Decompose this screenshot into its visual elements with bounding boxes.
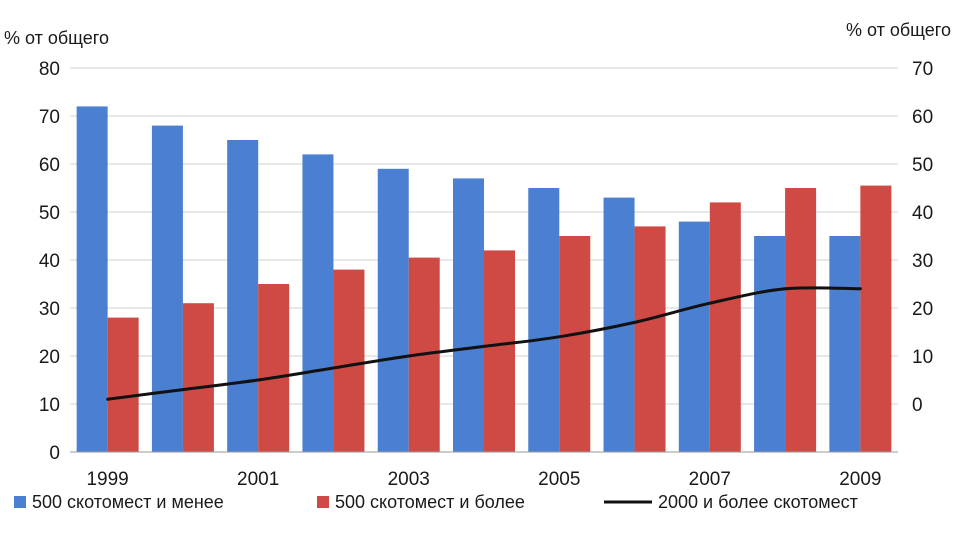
bar-small-1999 bbox=[76, 106, 108, 453]
line-layer bbox=[106, 286, 862, 401]
legend-item-large-farms-swatch bbox=[317, 496, 329, 508]
x-tick-2003: 2003 bbox=[388, 469, 430, 490]
legend-item-large-farms-label: 500 скотомест и более bbox=[335, 492, 525, 512]
bar-large-2004 bbox=[484, 250, 515, 452]
line-point-2008 bbox=[783, 287, 787, 291]
line-point-2006 bbox=[633, 320, 637, 324]
y-tick-left-30: 30 bbox=[39, 299, 60, 320]
y-tick-right-0: 0 bbox=[912, 395, 923, 416]
bar-large-2008 bbox=[785, 188, 817, 452]
y-tick-left-20: 20 bbox=[39, 347, 60, 368]
x-tick-1999: 1999 bbox=[86, 469, 128, 490]
line-point-2004 bbox=[482, 344, 486, 348]
y-tick-right-20: 20 bbox=[912, 299, 933, 320]
y-axis-title-left: % от общего bbox=[4, 28, 109, 48]
y-tick-right-30: 30 bbox=[912, 251, 933, 272]
y-tick-right-60: 60 bbox=[912, 107, 933, 128]
x-tick-2007: 2007 bbox=[689, 469, 731, 490]
line-point-2001 bbox=[256, 378, 260, 382]
bar-small-2007 bbox=[678, 221, 710, 452]
y-tick-left-70: 70 bbox=[39, 107, 60, 128]
bar-large-2006 bbox=[634, 226, 666, 452]
y-tick-left-60: 60 bbox=[39, 155, 60, 176]
bar-small-2000 bbox=[151, 125, 183, 452]
legend-item-2000-plus: 2000 и более скотомест bbox=[604, 492, 858, 512]
x-tick-2005: 2005 bbox=[538, 469, 580, 490]
bar-small-2008 bbox=[754, 236, 786, 452]
line-point-2005 bbox=[557, 335, 561, 339]
bar-small-2005 bbox=[528, 188, 560, 452]
bars-layer bbox=[76, 106, 892, 453]
x-tick-2001: 2001 bbox=[237, 469, 279, 490]
bar-small-2009 bbox=[829, 236, 861, 452]
line-point-2000 bbox=[181, 388, 185, 392]
y-tick-left-40: 40 bbox=[39, 251, 60, 272]
bar-large-2005 bbox=[559, 236, 591, 452]
legend-item-large-farms: 500 скотомест и более bbox=[317, 492, 525, 512]
legend-item-2000-plus-label: 2000 и более скотомест bbox=[658, 492, 858, 512]
axis-layer: 0 10 20 30 40 50 60 70 80 0 10 20 30 40 50 60 70 1999 2001… bbox=[39, 59, 933, 490]
line-point-1999 bbox=[106, 397, 110, 401]
bar-large-1999 bbox=[107, 317, 139, 452]
legend-item-small-farms: 500 скотомест и менее bbox=[14, 492, 224, 512]
legend-item-small-farms-label: 500 скотомест и менее bbox=[32, 492, 224, 512]
bar-large-2001 bbox=[258, 284, 290, 452]
bar-small-2002 bbox=[302, 154, 334, 452]
y-tick-left-50: 50 bbox=[39, 203, 60, 224]
bar-small-2001 bbox=[227, 140, 259, 452]
y-axis-title-right: % от общего bbox=[846, 20, 951, 40]
y-tick-left-0: 0 bbox=[49, 443, 60, 464]
legend-item-small-farms-swatch bbox=[14, 496, 26, 508]
y-tick-right-50: 50 bbox=[912, 155, 933, 176]
bar-large-2000 bbox=[182, 303, 214, 452]
y-tick-left-10: 10 bbox=[39, 395, 60, 416]
bar-small-2004 bbox=[453, 178, 484, 452]
line-point-2003 bbox=[407, 354, 411, 358]
line-point-2002 bbox=[331, 366, 335, 370]
bar-large-2009 bbox=[860, 185, 892, 452]
y-tick-right-40: 40 bbox=[912, 203, 933, 224]
y-tick-right-70: 70 bbox=[912, 59, 933, 80]
y-tick-right-10: 10 bbox=[912, 347, 933, 368]
y-tick-left-80: 80 bbox=[39, 59, 60, 80]
bar-large-2007 bbox=[709, 202, 741, 452]
legend: 500 скотомест и менее 500 скотомест и бол… bbox=[14, 492, 858, 512]
x-tick-2009: 2009 bbox=[839, 469, 881, 490]
bar-small-2003 bbox=[377, 168, 409, 453]
line-point-2007 bbox=[708, 301, 712, 305]
line-point-2009 bbox=[858, 287, 862, 291]
bar-large-2002 bbox=[333, 269, 365, 452]
